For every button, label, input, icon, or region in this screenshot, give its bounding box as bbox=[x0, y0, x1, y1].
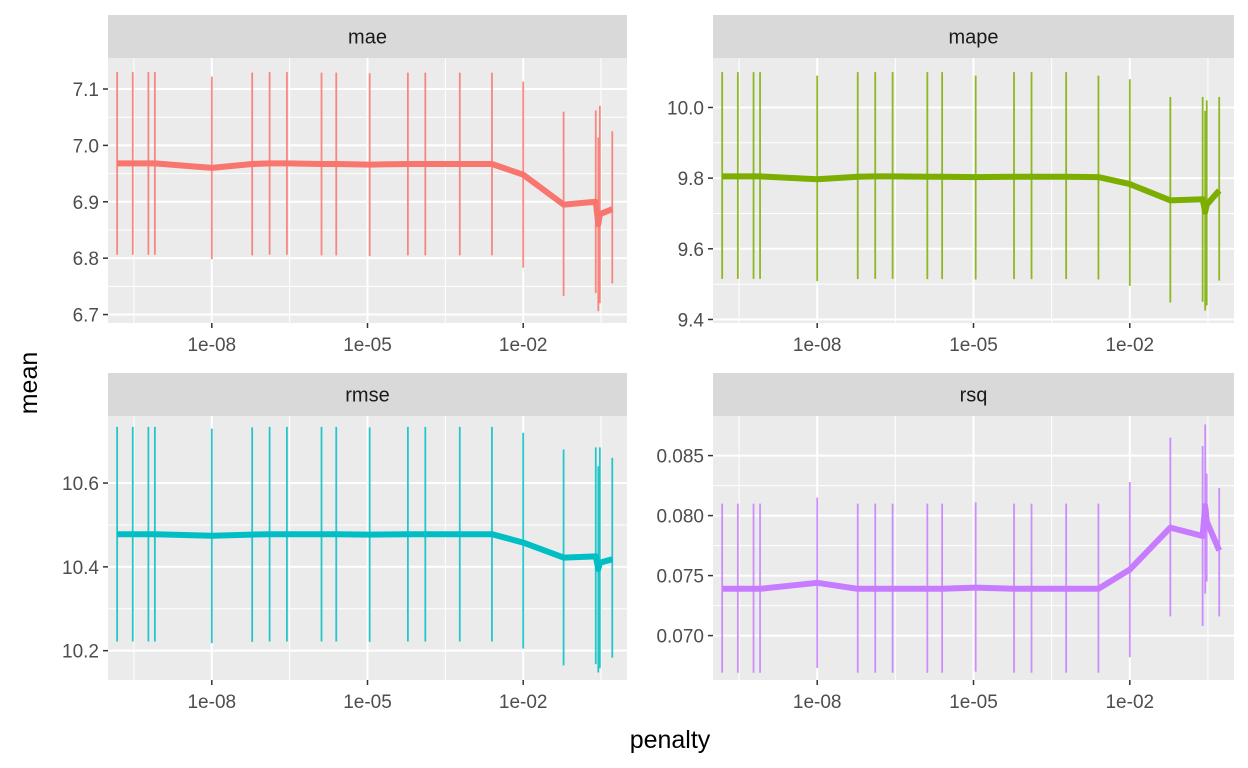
x-tick-label: 1e-02 bbox=[1105, 335, 1154, 356]
facet-mape: mape 9.4 9.6 9.8 10.0 1e-08 1e-05 1e-02 bbox=[667, 15, 1234, 356]
y-tick-label: 6.9 bbox=[73, 193, 99, 214]
strip-label: rsq bbox=[960, 385, 988, 407]
series-line-mape bbox=[722, 173, 1222, 215]
x-tick-label: 1e-02 bbox=[499, 692, 548, 713]
strip-label: mae bbox=[348, 27, 387, 49]
x-tick-label: 1e-05 bbox=[343, 692, 392, 713]
y-tick-label: 0.080 bbox=[656, 507, 704, 528]
facet-mae: mae 6.7 6.8 6.9 7.0 7.1 1e-08 1e-05 1e-02 bbox=[73, 15, 627, 356]
strip-background bbox=[108, 373, 627, 416]
strip-background bbox=[108, 15, 627, 58]
y-tick-label: 6.8 bbox=[73, 249, 99, 270]
y-tick-label: 10.4 bbox=[62, 558, 99, 579]
y-tick-label: 10.2 bbox=[62, 642, 99, 663]
y-axis-title: mean bbox=[15, 352, 43, 415]
facet-panels: mae 6.7 6.8 6.9 7.0 7.1 1e-08 1e-05 1e-02 mape 9.4… bbox=[62, 15, 1234, 713]
x-tick-label: 1e-02 bbox=[1105, 692, 1154, 713]
x-tick-label: 1e-08 bbox=[187, 335, 236, 356]
y-tick-label: 0.075 bbox=[656, 567, 704, 588]
x-tick-label: 1e-05 bbox=[949, 335, 998, 356]
y-tick-label: 9.4 bbox=[678, 310, 705, 331]
y-tick-label: 9.6 bbox=[678, 240, 704, 261]
series-line-rsq bbox=[722, 503, 1222, 592]
x-axis-title: penalty bbox=[630, 726, 711, 754]
strip-label: rmse bbox=[345, 385, 389, 407]
y-tick-label: 7.0 bbox=[73, 136, 99, 157]
x-tick-label: 1e-05 bbox=[343, 335, 392, 356]
y-tick-label: 7.1 bbox=[73, 80, 99, 101]
x-tick-label: 1e-02 bbox=[499, 335, 548, 356]
y-tick-label: 6.7 bbox=[73, 306, 99, 327]
strip-background bbox=[713, 373, 1234, 416]
strip-label: mape bbox=[948, 27, 998, 49]
facet-rsq: rsq 0.070 0.075 0.080 0.085 1e-08 1e-05 1e-02 bbox=[656, 373, 1234, 713]
x-tick-label: 1e-08 bbox=[793, 335, 842, 356]
y-tick-label: 0.070 bbox=[656, 627, 704, 648]
series-line-mae bbox=[117, 160, 614, 228]
facet-rmse: rmse 10.2 10.4 10.6 1e-08 1e-05 1e-02 bbox=[62, 373, 627, 713]
y-tick-label: 0.085 bbox=[656, 447, 704, 468]
x-tick-label: 1e-08 bbox=[187, 692, 236, 713]
series-line-rmse bbox=[117, 531, 614, 572]
y-tick-label: 10.0 bbox=[667, 98, 704, 119]
x-tick-label: 1e-08 bbox=[793, 692, 842, 713]
strip-background bbox=[713, 15, 1234, 58]
x-tick-label: 1e-05 bbox=[949, 692, 998, 713]
y-tick-label: 9.8 bbox=[678, 169, 704, 190]
y-tick-label: 10.6 bbox=[62, 474, 99, 495]
